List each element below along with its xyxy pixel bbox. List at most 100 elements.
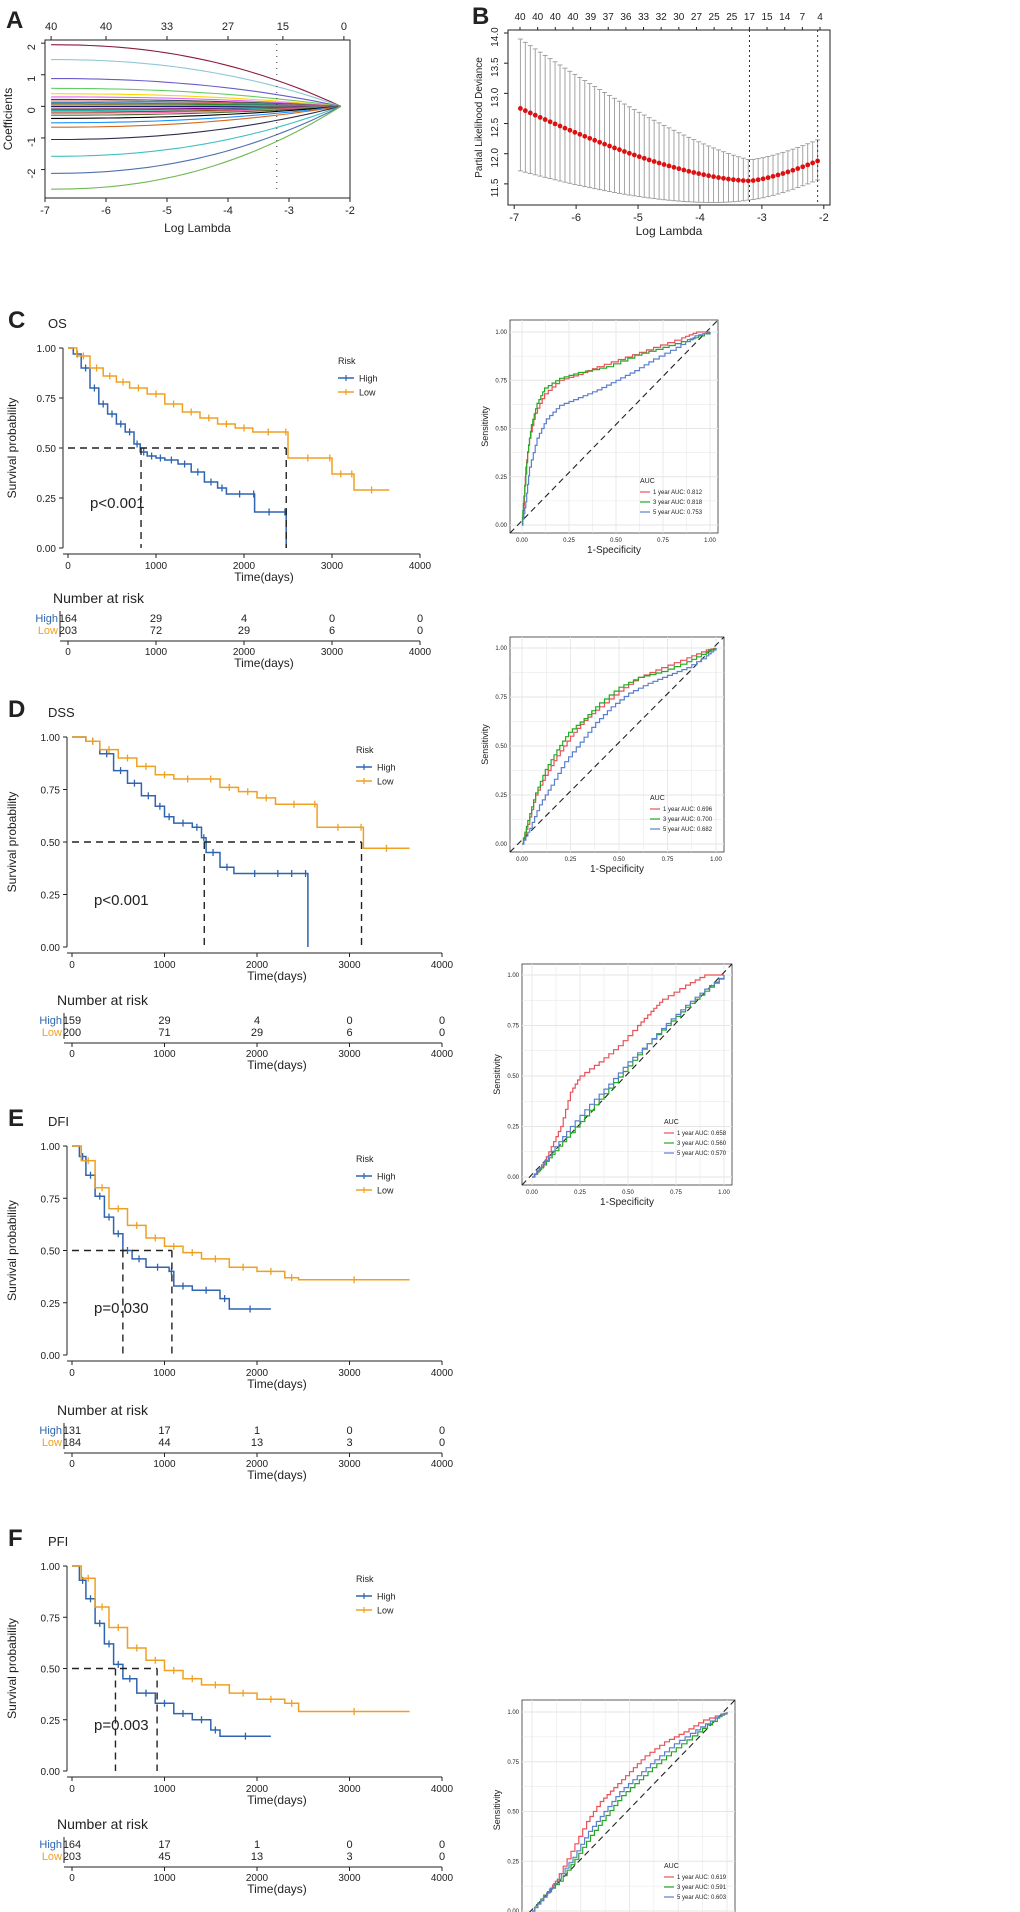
panel-g-ytick-label: 0.00 (495, 523, 507, 529)
panel-f-xtick-label: 0 (69, 1784, 75, 1795)
panel-i-diagonal (521, 963, 733, 1186)
panel-i-ytick-label: 0.50 (507, 1074, 519, 1080)
panel-letter-f: F (8, 1525, 23, 1552)
panel-g-xtick-label: 0.25 (563, 538, 575, 544)
panel-h-xtick-label: 0.75 (662, 857, 674, 863)
panel-d-risk-low-count: 6 (346, 1027, 352, 1039)
panel-f-risk-xtick-label: 3000 (338, 1873, 361, 1884)
panel-d-low-curve (72, 736, 410, 850)
panel-j-ytick-label: 1.00 (507, 1710, 519, 1716)
panel-b-cv-point (617, 147, 622, 153)
panel-d-risk-high-count: 159 (63, 1015, 81, 1027)
panel-b-cv-point (731, 177, 736, 183)
panel-d-xtick-label: 3000 (338, 960, 361, 971)
panel-a-ytick-label: 0 (26, 107, 38, 113)
panel-b-cv-point (805, 162, 811, 168)
panel-b-cv-point (557, 123, 563, 129)
panel-b-cv-point (671, 164, 677, 170)
panel-e-pvalue: p=0.030 (94, 1300, 149, 1317)
panel-e-risk-xtick-label: 2000 (246, 1459, 269, 1470)
panel-e-risk-title: Number at risk (57, 1402, 149, 1418)
panel-b-top-label: 15 (761, 12, 773, 23)
panel-c-risk-xlabel: Time(days) (234, 656, 294, 670)
panel-i-roc-1y (532, 974, 724, 1178)
panel-a-coef-path (51, 105, 341, 119)
panel-h-xtick-label: 0.50 (613, 857, 625, 863)
panel-i-legend-label: 1 year AUC: 0.658 (677, 1131, 727, 1137)
panel-f-risk-low-count: 0 (439, 1851, 445, 1863)
panel-b-xlabel: Log Lambda (636, 224, 703, 238)
panel-g-xlabel: 1-Specificity (587, 545, 641, 556)
panel-b-cv-point (706, 173, 712, 179)
panel-c-risk-title: Number at risk (53, 590, 145, 606)
panel-d-risk-low-count: 0 (439, 1027, 445, 1039)
panel-f-risk-high-count: 0 (439, 1839, 445, 1851)
panel-e-ytick-label: 0.25 (41, 1299, 61, 1310)
panel-b-top-label: 30 (673, 12, 685, 23)
panel-e-low-curve (72, 1145, 410, 1281)
panel-b-top-label: 32 (656, 12, 668, 23)
panel-a-xlabel: Log Lambda (164, 221, 231, 235)
panel-g-legend-label: 5 year AUC: 0.753 (653, 510, 703, 516)
panel-b-ytick-label: 13.5 (490, 57, 501, 77)
panel-a-coef-path (51, 105, 341, 141)
panel-g-roc-5y (522, 332, 711, 526)
panel-b-cv-point (587, 135, 593, 141)
panel-h-xtick-label: 1.00 (710, 857, 722, 863)
panel-b-cv-point (572, 129, 578, 135)
panel-b-cv-point (740, 178, 746, 184)
panel-b-cv-point (696, 171, 702, 177)
panel-d-xlabel: Time(days) (247, 969, 307, 983)
panel-d-risk-title: Number at risk (57, 992, 149, 1008)
panel-b-cv-point (622, 149, 627, 154)
panel-d-risk-low-label: Low (42, 1027, 62, 1039)
panel-c-xtick-label: 1000 (145, 561, 168, 572)
panel-a-xtick-label: -3 (284, 205, 294, 217)
panel-letter-e: E (8, 1105, 24, 1132)
panel-e-risk-xtick-label: 1000 (153, 1459, 176, 1470)
panel-i-xtick-label: 0.50 (622, 1190, 634, 1196)
panel-g-roc-3y (521, 332, 711, 526)
panel-b-cv-point (775, 172, 781, 178)
panel-e-risk-low-count: 44 (158, 1437, 170, 1449)
panel-b-cv-point (701, 172, 707, 178)
panel-g-legend-title: AUC (640, 478, 655, 485)
panel-e-xtick-label: 0 (69, 1368, 75, 1379)
panel-f-risk-title: Number at risk (57, 1816, 149, 1832)
panel-b-cv-point (651, 159, 657, 164)
panel-b-xtick-label: -3 (757, 212, 767, 224)
panel-j-ytick-label: 0.50 (507, 1810, 519, 1816)
panel-g-ylabel: Sensitivity (480, 406, 490, 447)
panel-i-xlabel: 1-Specificity (600, 1197, 654, 1208)
panel-a-ylabel: Coefficients (1, 88, 15, 150)
panel-c-ylabel: Survival probability (5, 398, 19, 499)
panel-d-legend-title: Risk (356, 745, 374, 755)
panel-e-ytick-label: 0.00 (41, 1351, 61, 1362)
panel-e-ylabel: Survival probability (5, 1200, 19, 1301)
panel-c-ytick-label: 1.00 (37, 344, 57, 355)
panel-d-ytick-label: 1.00 (41, 733, 61, 744)
panel-g-ytick-label: 1.00 (495, 330, 507, 336)
panel-d-risk-low-count: 71 (158, 1027, 170, 1039)
panel-f-xtick-label: 4000 (431, 1784, 454, 1795)
panel-c-title: OS (48, 316, 67, 331)
panel-c-risk-high-count: 0 (417, 613, 423, 625)
panel-d-risk-high-label: High (39, 1015, 62, 1027)
panel-d-risk-xtick-label: 0 (69, 1049, 75, 1060)
panel-d-title: DSS (48, 705, 75, 720)
panel-h-ytick-label: 1.00 (495, 646, 507, 652)
panel-h-roc-5y (522, 648, 717, 845)
panel-e-risk-high-count: 17 (158, 1425, 170, 1437)
panel-g-ytick-label: 0.75 (495, 378, 507, 384)
panel-b-cv-point (726, 176, 731, 182)
panel-a-ytick-label: -2 (26, 169, 38, 179)
panel-j-legend-title: AUC (664, 1863, 679, 1870)
panel-c-xtick-label: 0 (65, 561, 71, 572)
panel-e-risk-xlabel: Time(days) (247, 1468, 307, 1482)
panel-d-xtick-label: 4000 (431, 960, 454, 971)
panel-g-ytick-label: 0.50 (495, 427, 507, 433)
panel-e-risk-xtick-label: 0 (69, 1459, 75, 1470)
panel-d-risk-low-count: 200 (63, 1027, 81, 1039)
panel-h-xtick-label: 0.25 (565, 857, 577, 863)
panel-i-ytick-label: 1.00 (507, 973, 519, 979)
